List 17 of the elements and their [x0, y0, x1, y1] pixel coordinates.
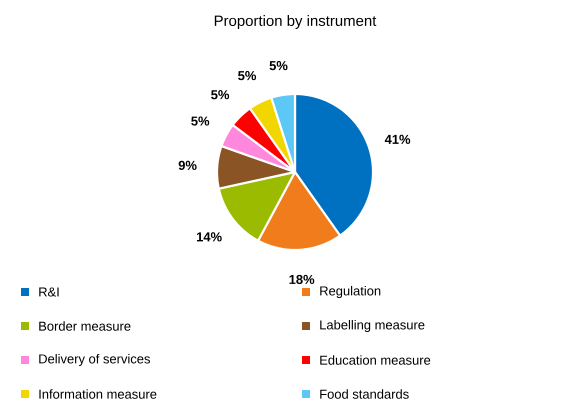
data-label: 5% — [191, 116, 210, 126]
data-label: 5% — [238, 71, 256, 80]
legend-label: R&I — [39, 287, 59, 297]
legend-label: Labelling measure — [320, 320, 424, 332]
legend-label: Food standards — [320, 389, 409, 399]
data-label: 41% — [384, 134, 410, 144]
chart-title: Proportion by instrument — [214, 15, 376, 29]
legend-label: Delivery of services — [39, 354, 150, 366]
data-label: 9% — [178, 160, 197, 170]
legend-label: Information measure — [39, 389, 156, 399]
data-label: 5% — [270, 61, 288, 70]
legend-label: Education measure — [320, 355, 430, 365]
data-label: 14% — [196, 232, 222, 242]
data-label: 5% — [211, 90, 230, 100]
data-label: 18% — [289, 274, 314, 284]
legend-label: Regulation — [320, 286, 380, 298]
legend-label: Border measure — [39, 321, 130, 331]
